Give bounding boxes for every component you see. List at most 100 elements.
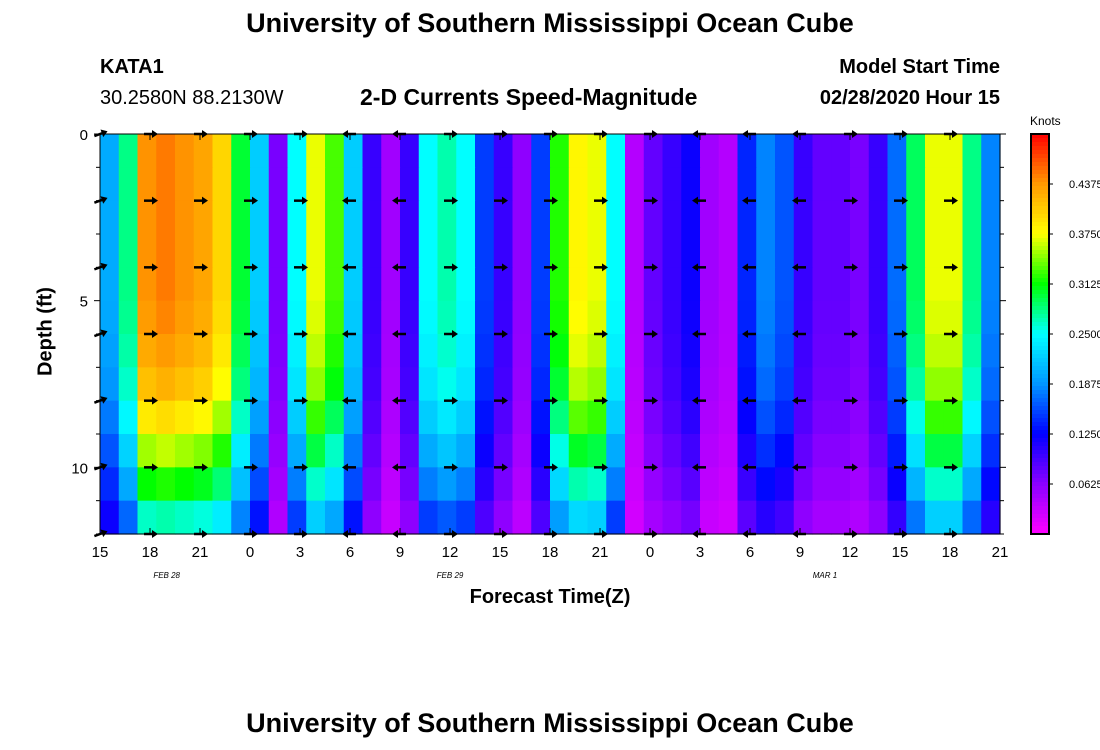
heatmap-cell (943, 334, 964, 368)
heatmap-cell (493, 300, 514, 335)
heatmap-cell (212, 134, 232, 168)
heatmap-cell (512, 300, 532, 335)
heatmap-cell (887, 400, 907, 435)
heatmap-cell (906, 334, 926, 368)
colorbar-swatch (1031, 242, 1049, 247)
heatmap-cell (606, 234, 626, 268)
heatmap-cell (456, 300, 476, 335)
colorbar-swatch (1031, 266, 1049, 271)
heatmap-cell (681, 400, 701, 435)
heatmap-cell (756, 167, 776, 202)
heatmap-cell (587, 467, 607, 502)
current-arrow (294, 396, 308, 405)
heatmap-cell (231, 467, 251, 502)
heatmap-cell (643, 467, 664, 502)
heatmap-cell (287, 434, 307, 468)
heatmap-cell (250, 367, 270, 402)
heatmap-cell (550, 467, 570, 502)
heatmap-cell (812, 234, 832, 268)
heatmap-cell (325, 167, 345, 202)
heatmap-cell (981, 334, 1001, 368)
heatmap-cell (568, 400, 589, 435)
heatmap-cell (493, 234, 514, 268)
current-arrow (692, 396, 706, 405)
colorbar-swatch (1031, 298, 1049, 303)
heatmap-cell (756, 300, 776, 335)
heatmap-cell (643, 300, 664, 335)
y-tick-label: 0 (80, 127, 88, 144)
heatmap-cell (625, 467, 645, 502)
current-arrow (294, 463, 308, 472)
heatmap-cell (493, 167, 514, 202)
heatmap-cell (943, 434, 964, 468)
heatmap-cell (531, 434, 551, 468)
heatmap-cell (625, 434, 645, 468)
heatmap-cell (418, 300, 439, 335)
colorbar-swatch (1031, 194, 1049, 199)
heatmap-cell (362, 300, 382, 335)
colorbar-swatch (1031, 374, 1049, 379)
heatmap-cell (362, 134, 382, 168)
heatmap-cell (718, 434, 739, 468)
heatmap-cell (793, 200, 814, 235)
heatmap-cell (737, 400, 757, 435)
heatmap-cell (418, 234, 439, 268)
heatmap-cell (700, 334, 720, 368)
heatmap-cell (718, 467, 739, 502)
heatmap-cell (681, 167, 701, 202)
heatmap-cell (343, 300, 364, 335)
heatmap-cell (231, 167, 251, 202)
heatmap-cell (906, 234, 926, 268)
heatmap-cell (850, 434, 870, 468)
heatmap-cell (362, 334, 382, 368)
heatmap-cell (962, 234, 982, 268)
heatmap-cell (156, 334, 176, 368)
current-arrow (144, 463, 158, 472)
heatmap-cell (437, 400, 457, 435)
x-tick-label: 3 (696, 544, 704, 561)
model-start-label: Model Start Time (839, 56, 1000, 78)
heatmap-cell (643, 134, 664, 168)
heatmap-cell (156, 167, 176, 202)
colorbar-swatch (1031, 178, 1049, 183)
heatmap-cell (643, 200, 664, 235)
colorbar-swatch (1031, 206, 1049, 211)
heatmap-cell (643, 434, 664, 468)
colorbar-swatch (1031, 234, 1049, 239)
colorbar-swatch (1031, 362, 1049, 367)
heatmap-cell (793, 267, 814, 302)
heatmap-cell (850, 367, 870, 402)
heatmap-cell (831, 200, 851, 235)
heatmap-cell (287, 300, 307, 335)
heatmap-cell (737, 134, 757, 168)
heatmap-cell (775, 200, 795, 235)
current-arrow (244, 263, 258, 272)
heatmap-cell (493, 267, 514, 302)
colorbar-swatch (1031, 458, 1049, 463)
heatmap-cell (475, 200, 495, 235)
heatmap-cell (437, 267, 457, 302)
heatmap-cell (306, 300, 326, 335)
heatmap-cell (906, 267, 926, 302)
heatmap-cell (137, 300, 157, 335)
heatmap-cell (718, 267, 739, 302)
heatmap-cell (418, 267, 439, 302)
colorbar-swatch (1031, 166, 1049, 171)
colorbar-tick-label: 0.4375 (1069, 179, 1100, 191)
current-arrow (194, 263, 208, 272)
heatmap-cell (381, 167, 401, 202)
heatmap-cell (606, 334, 626, 368)
colorbar-swatch (1031, 434, 1049, 439)
heatmap-cell (775, 400, 795, 435)
heatmap-cell (250, 134, 270, 168)
current-arrow (342, 330, 356, 338)
heatmap-cell (625, 500, 645, 535)
heatmap-cell (512, 267, 532, 302)
heatmap-cell (250, 200, 270, 235)
heatmap-cell (775, 334, 795, 368)
heatmap-cell (868, 400, 889, 435)
heatmap-cell (193, 434, 214, 468)
colorbar-swatch (1031, 478, 1049, 483)
heatmap-cell (700, 267, 720, 302)
heatmap-cell (887, 167, 907, 202)
